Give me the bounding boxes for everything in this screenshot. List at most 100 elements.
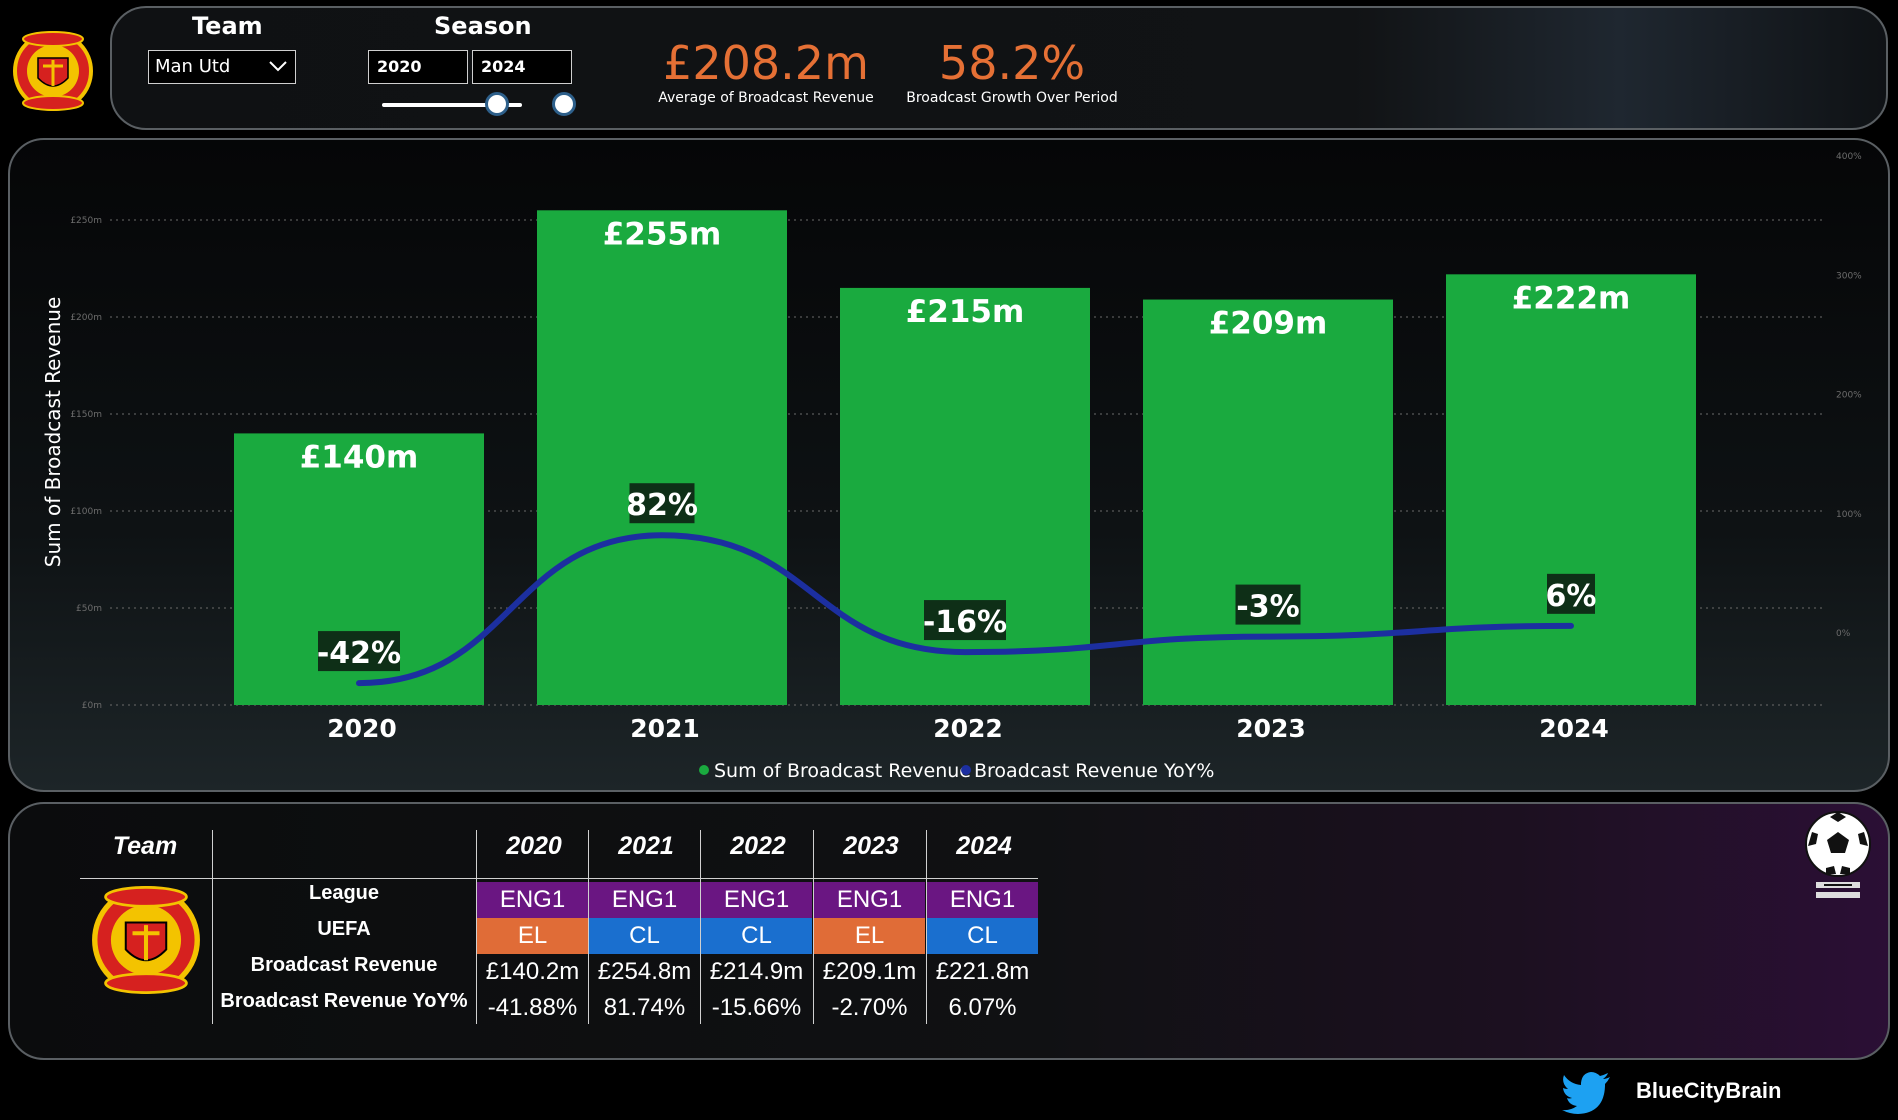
revenue-cell: £209.1m: [822, 958, 917, 985]
bar-data-label: £215m: [906, 294, 1025, 330]
bar-data-label: £140m: [300, 439, 419, 475]
x-tick-label: 2023: [1236, 714, 1306, 743]
table-year-header: 2023: [843, 832, 899, 860]
kpi-average-revenue-label: Average of Broadcast Revenue: [658, 90, 874, 106]
soccer-ball-icon: [1805, 811, 1871, 898]
line-data-label: -42%: [317, 636, 401, 671]
league-cell: ENG1: [589, 882, 700, 918]
table-row-label: League: [308, 882, 380, 904]
y2-tick-label: 0%: [1836, 629, 1851, 639]
season-filter-title: Season: [434, 12, 532, 40]
table-divider: [700, 830, 701, 1024]
twitter-bird-icon: [1562, 1072, 1610, 1114]
y2-tick-label: 300%: [1836, 271, 1862, 281]
x-tick-label: 2020: [327, 714, 397, 743]
y2-tick-label: 400%: [1836, 152, 1862, 162]
table-divider: [926, 830, 927, 1024]
kpi-growth-value: 58.2%: [938, 36, 1086, 90]
y-tick-label: £150m: [70, 410, 102, 420]
yoy-cell: -15.66%: [711, 994, 802, 1021]
legend-label-yoy: Broadcast Revenue YoY%: [974, 760, 1214, 782]
team-filter-title: Team: [192, 12, 263, 40]
y-axis-label: Sum of Broadcast Revenue: [41, 297, 65, 568]
uefa-cell: CL: [701, 918, 812, 954]
bar-data-label: £255m: [603, 216, 722, 252]
table-club-crest-icon: [92, 886, 200, 994]
yoy-line: [356, 532, 1574, 687]
uefa-cell: CL: [927, 918, 1038, 954]
table-year-header: 2021: [618, 832, 674, 860]
y-tick-label: £0m: [82, 701, 102, 711]
revenue-cell: £140.2m: [485, 958, 580, 985]
y2-tick-label: 100%: [1836, 510, 1862, 520]
revenue-cell: £221.8m: [935, 958, 1030, 985]
season-end-input[interactable]: 2024: [472, 50, 572, 84]
revenue-cell: £254.8m: [597, 958, 692, 985]
table-header-divider: [80, 878, 1038, 879]
kpi-growth-label: Broadcast Growth Over Period: [906, 90, 1118, 106]
league-cell: ENG1: [814, 882, 925, 918]
bar: [840, 287, 1090, 705]
line-data-label: -16%: [923, 605, 1007, 640]
kpi-growth: 58.2% Broadcast Growth Over Period: [892, 36, 1132, 106]
league-cell: ENG1: [927, 882, 1038, 918]
line-data-label-box: [1235, 584, 1301, 625]
revenue-cell: £214.9m: [709, 958, 804, 985]
table-year-header: 2024: [956, 832, 1012, 860]
y-tick-label: £50m: [76, 604, 102, 614]
x-tick-label: 2024: [1539, 714, 1609, 743]
season-slider-start-handle[interactable]: [484, 92, 509, 116]
uefa-cell: EL: [477, 918, 588, 954]
legend-label-revenue: Sum of Broadcast Revenue: [714, 760, 971, 782]
kpi-average-revenue: £208.2m Average of Broadcast Revenue: [636, 36, 896, 106]
line-data-label: 82%: [626, 488, 698, 523]
league-cell: ENG1: [701, 882, 812, 918]
y-tick-label: £100m: [70, 507, 102, 517]
kpi-average-revenue-value: £208.2m: [663, 36, 869, 90]
line-data-label: 6%: [1546, 579, 1597, 614]
chevron-down-icon: [269, 61, 287, 72]
x-tick-label: 2022: [933, 714, 1003, 743]
line-data-label: -3%: [1236, 590, 1299, 625]
table-year-header: 2020: [506, 832, 562, 860]
y-tick-label: £200m: [70, 313, 102, 323]
table-divider: [813, 830, 814, 1024]
season-slider-end-handle[interactable]: [552, 92, 576, 116]
x-tick-label: 2021: [630, 714, 700, 743]
twitter-handle[interactable]: BlueCityBrain: [1636, 1078, 1782, 1103]
table-row-label: Broadcast Revenue: [250, 954, 438, 976]
line-data-label-box: [318, 631, 400, 672]
y-tick-label: £250m: [70, 216, 102, 226]
uefa-cell: EL: [814, 918, 925, 954]
table-divider: [212, 830, 213, 1024]
table-divider: [588, 830, 589, 1024]
league-cell: ENG1: [477, 882, 588, 918]
team-dropdown-value: Man Utd: [155, 56, 231, 77]
bar: [1143, 299, 1393, 705]
team-dropdown[interactable]: Man Utd: [148, 50, 296, 84]
bar-data-label: £209m: [1209, 306, 1328, 342]
bar-data-label: £222m: [1512, 280, 1631, 316]
table-row-label: Broadcast Revenue YoY%: [220, 990, 468, 1012]
yoy-cell: 6.07%: [948, 994, 1017, 1021]
bar: [1446, 274, 1696, 705]
bar: [537, 210, 787, 706]
broadcast-revenue-chart: £0m £50m £100m £150m £200m £250m 0% 100% 200% 300…: [41, 152, 1862, 782]
season-slider-track[interactable]: [382, 103, 522, 107]
y2-tick-label: 200%: [1836, 391, 1862, 401]
table-team-header: Team: [112, 832, 178, 860]
line-data-label-box: [629, 483, 695, 524]
legend-swatch-revenue: [699, 765, 709, 775]
season-start-input[interactable]: 2020: [368, 50, 468, 84]
uefa-cell: CL: [589, 918, 700, 954]
yoy-cell: -2.70%: [831, 994, 908, 1021]
line-data-label-box: [1547, 573, 1595, 614]
club-crest-icon: [13, 31, 93, 111]
table-year-header: 2022: [730, 832, 786, 860]
line-data-label-box: [924, 600, 1006, 641]
table-divider: [476, 830, 477, 1024]
yoy-cell: 81.74%: [603, 994, 686, 1021]
yoy-cell: -41.88%: [487, 994, 578, 1021]
table-row-label: UEFA: [317, 918, 371, 940]
legend-swatch-yoy: [961, 765, 971, 775]
